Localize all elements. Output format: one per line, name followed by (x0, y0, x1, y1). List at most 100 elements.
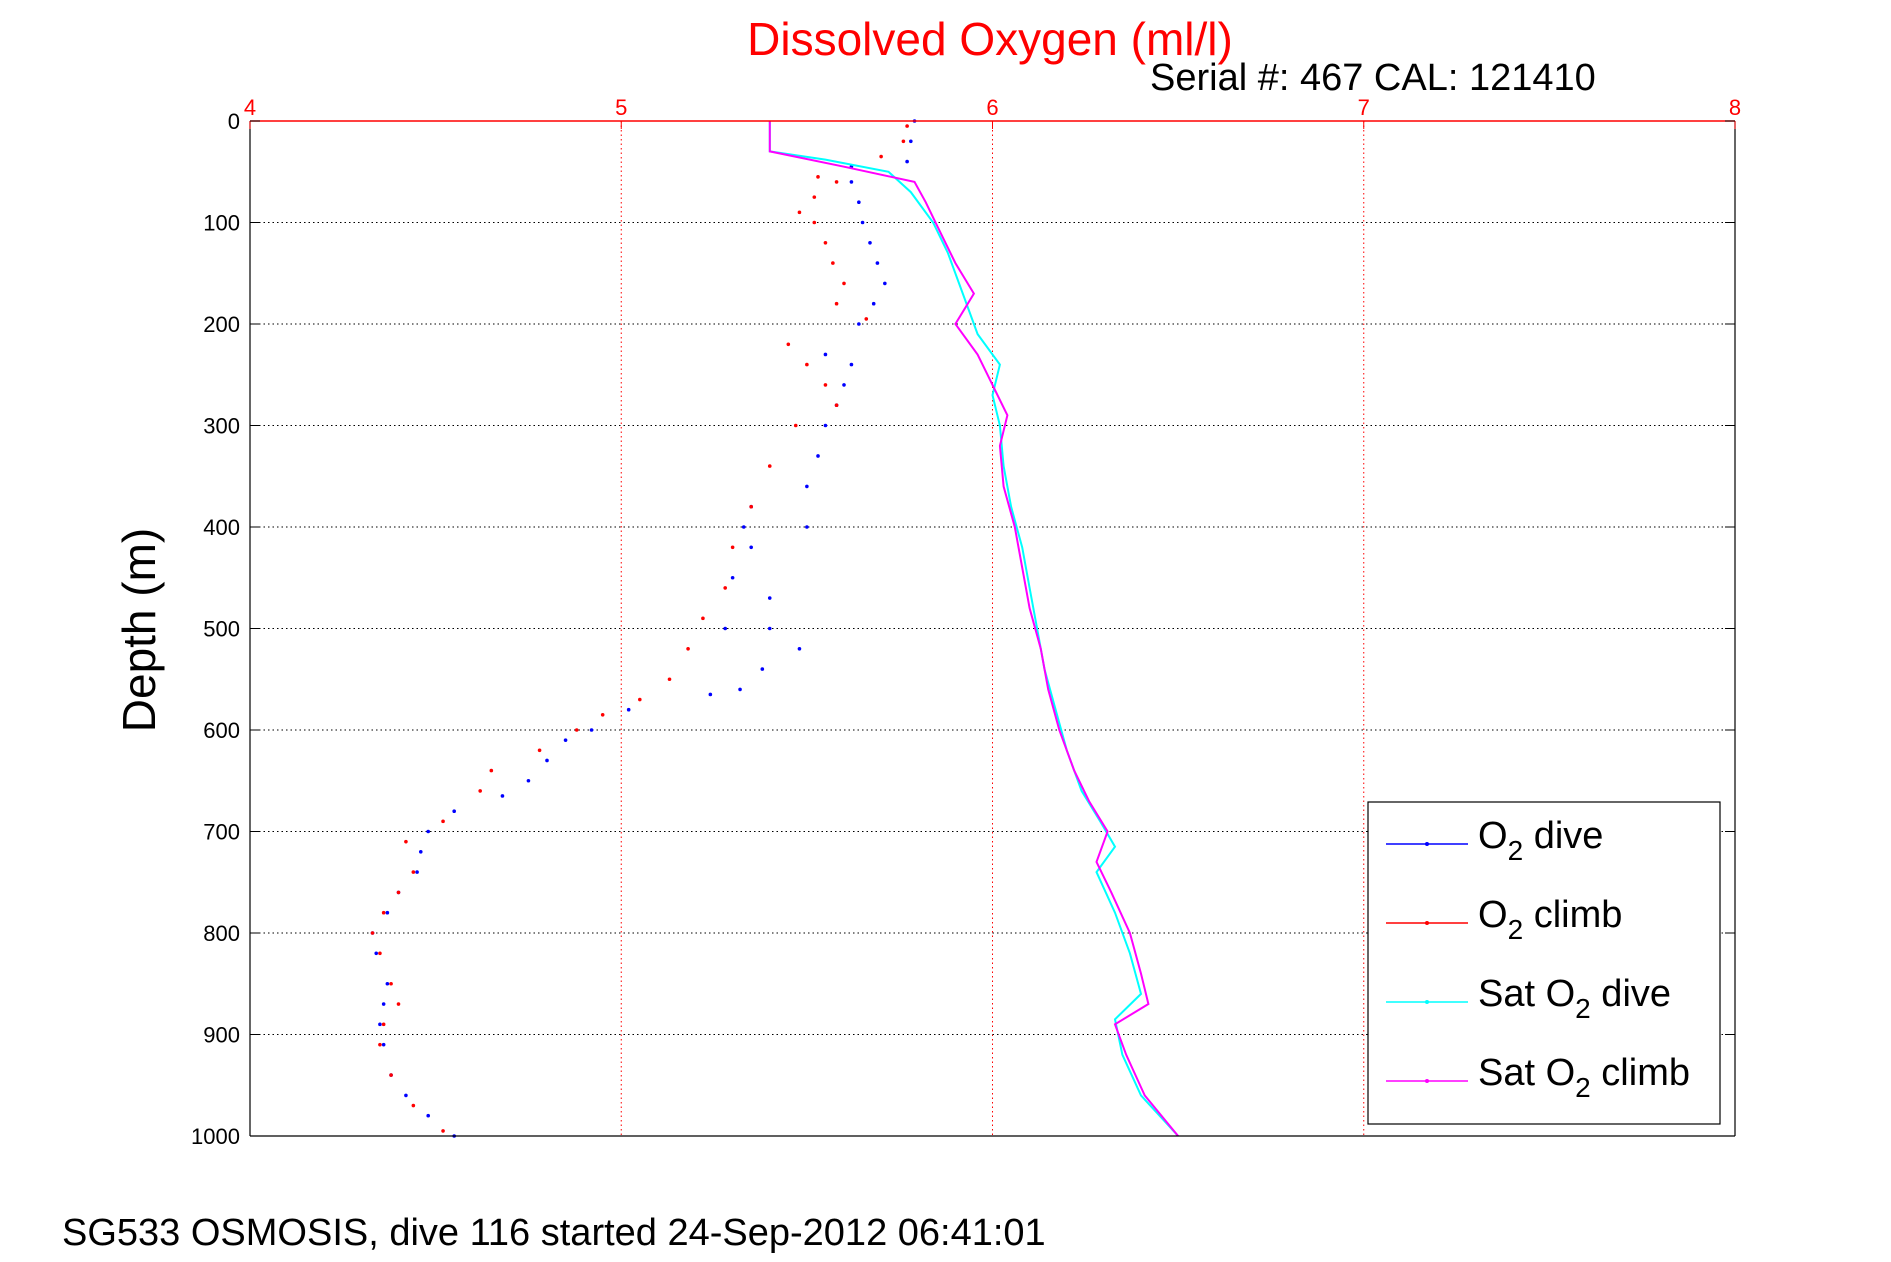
series-point-1 (389, 981, 393, 986)
series-point-1 (879, 154, 883, 159)
y-tick-label: 200 (203, 312, 240, 337)
series-point-1 (667, 677, 672, 682)
series-point-1 (381, 1022, 386, 1027)
series-layer (370, 119, 1179, 1138)
series-point-0 (860, 220, 865, 225)
series-point-1 (396, 890, 401, 895)
series-point-1 (823, 383, 828, 387)
series-point-0 (868, 241, 872, 245)
series-point-0 (738, 687, 742, 692)
y-tick-label: 300 (203, 414, 240, 439)
series-point-0 (767, 596, 772, 600)
series-point-0 (875, 261, 880, 265)
series-point-1 (905, 124, 909, 128)
series-point-1 (831, 261, 835, 265)
legend-swatch-marker (1425, 842, 1429, 846)
series-point-0 (883, 281, 887, 286)
legend-label: O2​ dive (1478, 815, 1603, 866)
series-point-0 (404, 1093, 408, 1098)
series-point-0 (723, 626, 727, 631)
series-point-0 (849, 180, 854, 184)
y-tick-label: 600 (203, 718, 240, 743)
series-point-1 (411, 1103, 416, 1108)
series-point-0 (415, 870, 419, 874)
series-point-0 (797, 647, 802, 651)
series-point-0 (805, 484, 809, 489)
series-point-1 (805, 362, 809, 367)
series-point-0 (545, 758, 549, 763)
series-point-1 (396, 1002, 401, 1006)
series-point-1 (378, 1042, 382, 1047)
x-tick-label: 6 (986, 95, 998, 120)
series-point-0 (589, 728, 594, 732)
x-tick-label: 8 (1729, 95, 1741, 120)
series-point-0 (741, 525, 746, 529)
y-tick-label: 900 (203, 1023, 240, 1048)
series-point-1 (441, 1129, 445, 1133)
series-point-1 (834, 180, 839, 184)
y-tick-label: 500 (203, 617, 240, 642)
series-point-0 (452, 809, 456, 813)
axes-layer: 4 5 6 7 8 0 100 200 300 400 500 600 700 800 900 1000 (191, 95, 1741, 1149)
series-point-1 (370, 931, 375, 935)
serial-cal-label: Serial #: 467 CAL: 121410 (1150, 57, 1596, 99)
series-point-0 (385, 910, 390, 915)
series-point-1 (812, 220, 817, 225)
series-point-1 (834, 403, 839, 408)
series-point-0 (760, 667, 765, 671)
series-point-1 (723, 586, 727, 590)
series-point-0 (526, 778, 531, 783)
series-point-0 (849, 362, 854, 367)
y-tick-label: 100 (203, 211, 240, 236)
series-point-0 (805, 525, 809, 529)
y-tick-label: 1000 (191, 1124, 240, 1149)
series-point-1 (701, 616, 705, 621)
dive-info-footer: SG533 OSMOSIS, dive 116 started 24-Sep-2… (62, 1212, 1046, 1254)
series-line-3 (768, 121, 1179, 1137)
series-point-1 (489, 768, 494, 773)
legend-box (1367, 801, 1721, 1125)
series-point-1 (378, 951, 382, 956)
x-tick-label: 4 (244, 95, 256, 120)
series-point-0 (823, 352, 828, 357)
series-point-0 (857, 200, 861, 204)
series-point-0 (730, 575, 735, 580)
x-tick-label: 5 (615, 95, 627, 120)
series-point-1 (389, 1073, 393, 1077)
series-point-1 (574, 728, 579, 732)
series-point-0 (381, 1042, 386, 1047)
series-point-1 (441, 819, 445, 824)
legend-label: Sat O2​ dive (1478, 973, 1671, 1024)
series-point-1 (816, 175, 820, 179)
legend-swatch-marker (1425, 921, 1429, 925)
series-point-1 (537, 748, 542, 753)
y-axis-label: Depth (m) (113, 528, 165, 732)
series-point-1 (797, 210, 802, 215)
series-point-1 (411, 870, 416, 874)
series-line-2 (768, 121, 1179, 1137)
series-point-0 (857, 322, 861, 326)
legend-label: Sat O2​ climb (1478, 1052, 1690, 1103)
series-point-1 (823, 241, 828, 245)
y-tick-label: 700 (203, 820, 240, 845)
series-point-1 (381, 910, 386, 915)
series-point-1 (749, 504, 753, 509)
series-point-0 (816, 454, 820, 458)
series-point-0 (418, 850, 423, 854)
series-point-0 (378, 1022, 382, 1027)
series-point-1 (901, 139, 906, 144)
series-point-0 (500, 794, 505, 798)
series-point-0 (385, 981, 390, 986)
series-point-0 (563, 738, 568, 742)
series-point-1 (638, 697, 642, 702)
series-point-0 (708, 692, 713, 697)
legend-swatch-marker (1425, 1000, 1429, 1004)
legend-label: O2​ climb (1478, 894, 1622, 945)
series-point-0 (626, 707, 631, 712)
series-point-1 (686, 647, 690, 651)
series-point-1 (478, 789, 482, 793)
series-point-0 (842, 383, 846, 387)
series-point-0 (909, 139, 913, 144)
series-point-1 (842, 281, 846, 286)
